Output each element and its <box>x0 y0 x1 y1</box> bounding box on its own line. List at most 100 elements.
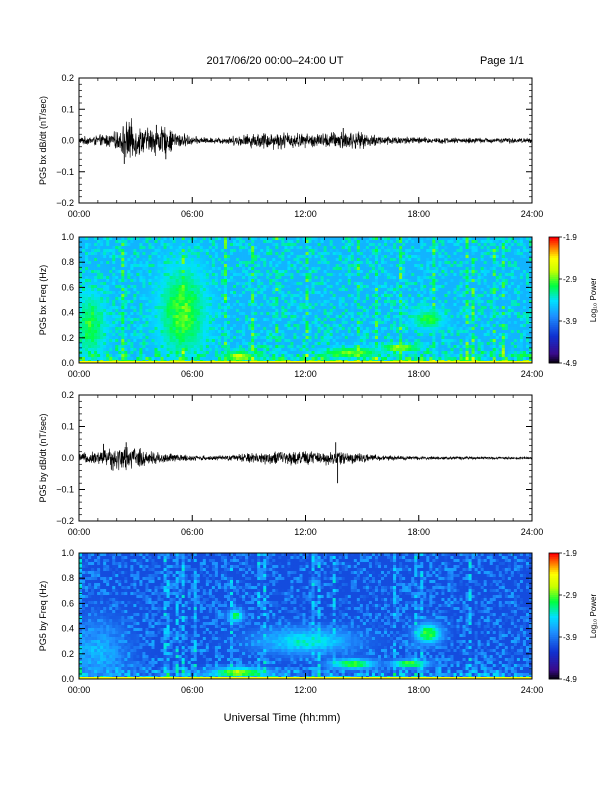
spectrogram-cell <box>145 267 149 271</box>
spectrogram-cell <box>284 276 288 280</box>
spectrogram-cell <box>320 288 324 292</box>
spectrogram-cell <box>368 273 373 277</box>
spectrogram-cell <box>154 351 158 355</box>
spectrogram-cell <box>211 312 216 316</box>
spectrogram-cell <box>91 243 95 247</box>
spectrogram-cell <box>85 288 89 292</box>
spectrogram-cell <box>154 303 158 307</box>
spectrogram-cell <box>293 279 297 283</box>
spectrogram-cell <box>344 339 349 343</box>
spectrogram-cell <box>396 354 400 358</box>
spectrogram-cell <box>402 291 406 295</box>
spectrogram-cell <box>323 321 327 325</box>
spectrogram-cell <box>245 318 249 322</box>
spectrogram-cell <box>136 264 140 268</box>
spectrogram-cell <box>118 339 122 343</box>
spectrogram-cell <box>423 249 427 253</box>
spectrogram-cell <box>414 255 418 259</box>
spectrogram-cell <box>405 348 409 352</box>
spectrogram-cell <box>317 300 321 304</box>
spectrogram-cell <box>272 264 276 268</box>
spectrogram-cell <box>196 312 201 316</box>
spectrogram-cell <box>236 324 240 328</box>
spectrogram-cell <box>145 333 149 337</box>
spectrogram-cell <box>199 333 204 337</box>
spectrogram-cell <box>287 261 291 265</box>
spectrogram-cell <box>148 318 152 322</box>
spectrogram-cell <box>109 276 113 280</box>
spectrogram-cell <box>217 249 222 253</box>
spectrogram-cell <box>82 282 86 286</box>
spectrogram-cell <box>85 330 89 334</box>
spectrogram-cell <box>148 339 152 343</box>
spectrogram-cell <box>133 324 137 328</box>
spectrogram-cell <box>121 264 125 268</box>
spectrogram-cell <box>284 264 288 268</box>
spectrogram-cell <box>239 318 243 322</box>
spectrogram-cell <box>239 297 243 301</box>
spectrogram-cell <box>402 285 406 289</box>
spectrogram-cell <box>91 297 95 301</box>
spectrogram-cell <box>242 351 246 355</box>
spectrogram-cell <box>226 258 231 262</box>
spectrogram-cell <box>302 264 306 268</box>
spectrogram-cell <box>118 315 122 319</box>
spectrogram-cell <box>272 309 276 313</box>
spectrogram-cell <box>248 318 252 322</box>
spectrogram-cell <box>202 246 207 250</box>
spectrogram-cell <box>359 240 364 244</box>
spectrogram-cell <box>393 294 397 298</box>
spectrogram-cell <box>381 324 385 328</box>
spectrogram-cell <box>399 333 403 337</box>
spectrogram-cell <box>112 249 116 253</box>
spectrogram-cell <box>187 285 192 289</box>
spectrogram-cell <box>284 261 288 265</box>
spectrogram-cell <box>193 300 198 304</box>
spectrogram-cell <box>157 258 161 262</box>
spectrogram-cell <box>411 309 415 313</box>
spectrogram-cell <box>399 288 403 292</box>
spectrogram-cell <box>236 309 240 313</box>
spectrogram-cell <box>184 249 189 253</box>
spectrogram-cell <box>208 267 213 271</box>
spectrogram-cell <box>121 255 125 259</box>
spectrogram-cell <box>299 330 303 334</box>
spectrogram-cell <box>293 267 297 271</box>
spectrogram-cell <box>193 342 198 346</box>
spectrogram-cell <box>308 276 312 280</box>
spectrogram-cell <box>91 276 95 280</box>
spectrogram-cell <box>368 297 373 301</box>
spectrogram-cell <box>299 357 303 361</box>
spectrogram-cell <box>226 309 231 313</box>
spectrogram-cell <box>381 267 385 271</box>
spectrogram-cell <box>284 357 288 361</box>
spectrogram-cell <box>272 300 276 304</box>
spectrogram-cell <box>85 357 89 361</box>
spectrogram-cell <box>368 255 373 259</box>
spectrogram-cell <box>374 261 379 265</box>
spectrogram-cell <box>115 270 119 274</box>
spectrogram-cell <box>88 348 92 352</box>
spectrogram-cell <box>220 336 225 340</box>
spectrogram-cell <box>314 240 318 244</box>
spectrogram-cell <box>112 303 116 307</box>
spectrogram-cell <box>381 306 385 310</box>
spectrogram-cell <box>121 321 125 325</box>
spectrogram-cell <box>393 318 397 322</box>
spectrogram-cell <box>263 330 267 334</box>
spectrogram-cell <box>420 276 424 280</box>
spectrogram-cell <box>254 276 258 280</box>
spectrogram-cell <box>335 267 340 271</box>
spectrogram-cell <box>82 327 86 331</box>
spectrogram-cell <box>302 327 306 331</box>
spectrogram-cell <box>154 288 158 292</box>
spectrogram-cell <box>254 240 258 244</box>
spectrogram-cell <box>377 348 382 352</box>
spectrogram-cell <box>368 258 373 262</box>
spectrogram-cell <box>341 255 346 259</box>
spectrogram-cell <box>335 330 340 334</box>
spectrogram-cell <box>326 315 331 319</box>
spectrogram-cell <box>254 336 258 340</box>
spectrogram-cell <box>353 354 358 358</box>
spectrogram-cell <box>377 339 382 343</box>
